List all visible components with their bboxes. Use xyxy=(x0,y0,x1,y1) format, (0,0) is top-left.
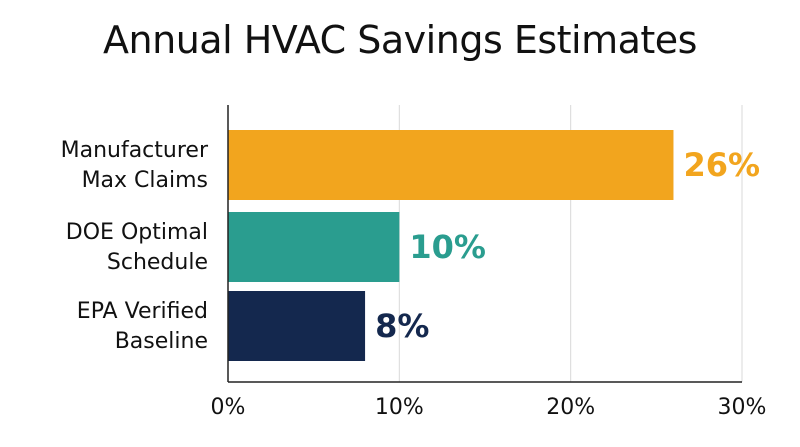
x-tick-label-0: 0% xyxy=(211,395,246,420)
chart-title: Annual HVAC Savings Estimates xyxy=(103,18,697,62)
x-tick-label-30: 30% xyxy=(718,395,767,420)
x-tick-label-10: 10% xyxy=(375,395,424,420)
x-tick-label-20: 20% xyxy=(546,395,595,420)
bar-3 xyxy=(228,291,366,361)
category-label-2-line-1: DOE Optimal xyxy=(66,220,208,245)
category-label-3-line-1: EPA Verified xyxy=(77,299,208,324)
category-label-3-line-2: Baseline xyxy=(115,329,208,354)
data-label-1: 26% xyxy=(683,146,760,184)
bar-2 xyxy=(228,212,400,282)
data-label-2: 10% xyxy=(409,228,486,266)
category-label-2-line-2: Schedule xyxy=(107,250,208,275)
category-label-1-line-1: Manufacturer xyxy=(61,138,209,163)
bar-1 xyxy=(228,130,674,200)
data-label-3: 8% xyxy=(375,307,429,345)
category-label-1-line-2: Max Claims xyxy=(82,168,208,193)
